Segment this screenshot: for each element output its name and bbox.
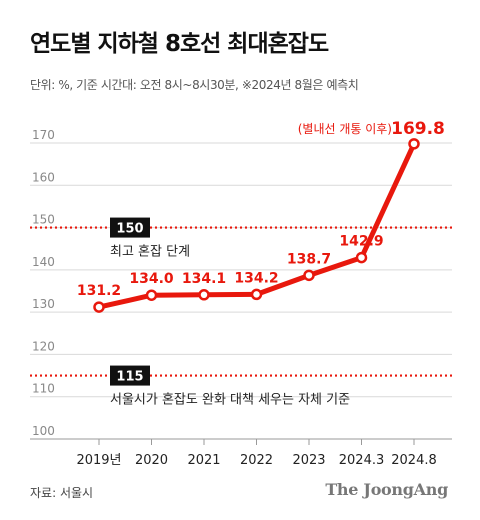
- reference-badge: [110, 365, 150, 386]
- data-point: [93, 301, 105, 313]
- annotation-label: (별내선 개통 이후): [298, 122, 392, 136]
- y-tick-label: 120: [32, 339, 55, 353]
- y-tick-label: 110: [32, 382, 55, 396]
- chart-title: 연도별 지하철 8호선 최대혼잡도: [30, 31, 329, 57]
- data-label: 142.9: [339, 234, 383, 250]
- reference-caption: 최고 혼잡 단계: [110, 245, 190, 260]
- y-tick-label: 170: [32, 128, 55, 142]
- data-label: 169.8: [391, 119, 445, 139]
- source-note: 자료: 서울시: [30, 486, 94, 500]
- reference-badge-label: 115: [116, 370, 143, 385]
- y-tick-label: 160: [32, 170, 55, 184]
- data-point: [198, 289, 210, 301]
- brand-logo: The JoongAng: [325, 480, 448, 499]
- x-tick-label: 2024.3: [339, 453, 385, 468]
- x-tick-label: 2020: [135, 453, 168, 468]
- x-tick-label: 2019년: [76, 453, 121, 468]
- y-tick-label: 100: [32, 424, 55, 438]
- data-label: 134.2: [234, 270, 278, 286]
- chart-subtitle: 단위: %, 기준 시간대: 오전 8시~8시30분, ※2024년 8월은 예…: [30, 78, 359, 92]
- reference-badge: [110, 217, 150, 238]
- data-point: [250, 288, 263, 301]
- y-tick-label: 130: [32, 297, 55, 311]
- y-tick-label: 150: [32, 213, 55, 227]
- data-point: [303, 269, 315, 282]
- data-label: 138.7: [287, 251, 331, 267]
- data-point: [355, 251, 368, 264]
- x-tick-label: 2024.8: [391, 453, 437, 468]
- x-tick-label: 2021: [187, 453, 220, 468]
- data-label: 131.2: [77, 283, 121, 299]
- y-tick-label: 140: [32, 255, 55, 269]
- x-tick-label: 2023: [292, 453, 325, 468]
- reference-badge-label: 150: [116, 222, 143, 237]
- reference-caption: 서울시가 혼잡도 완화 대책 세우는 자체 기준: [110, 393, 350, 408]
- data-label: 134.1: [182, 271, 226, 287]
- data-label: 134.0: [129, 271, 174, 287]
- data-point: [408, 138, 420, 150]
- x-tick-label: 2022: [240, 453, 273, 468]
- data-point: [145, 289, 158, 301]
